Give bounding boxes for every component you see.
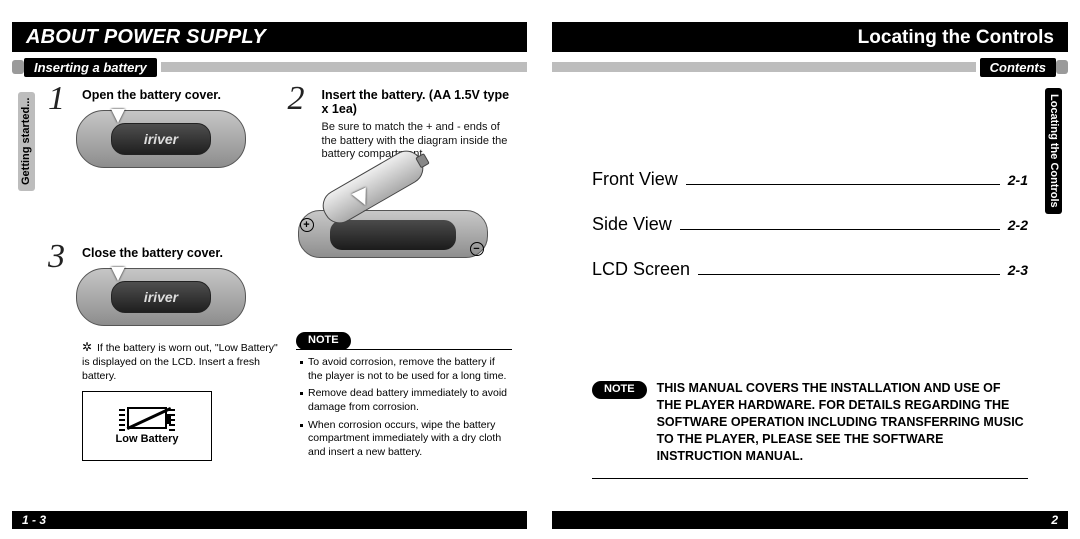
right-page-number: 2 xyxy=(1051,513,1058,527)
contents-label: LCD Screen xyxy=(592,260,690,278)
left-page: ABOUT POWER SUPPLY Inserting a battery G… xyxy=(0,0,540,539)
step-3: 3 Close the battery cover. iriver ✲ If t… xyxy=(52,246,282,461)
steps-row: 1 Open the battery cover. iriver 2 Inser… xyxy=(52,88,517,266)
contents-page: 2-3 xyxy=(1008,262,1028,278)
note-bullet: To avoid corrosion, remove the battery i… xyxy=(300,356,508,383)
note-block: NOTE To avoid corrosion, remove the batt… xyxy=(296,330,512,463)
big-note-rule xyxy=(592,478,1028,479)
subtitle-rail xyxy=(161,62,527,72)
step-1-title: Open the battery cover. xyxy=(82,88,278,102)
right-page: Locating the Controls Contents Locating … xyxy=(540,0,1080,539)
contents-row: LCD Screen 2-3 xyxy=(592,260,1028,279)
arrow-down-icon xyxy=(111,109,125,123)
note-bullet: When corrosion occurs, wipe the battery … xyxy=(300,419,508,460)
contents-rule xyxy=(680,229,1000,230)
right-side-tab-label: Locating the Controls xyxy=(1045,88,1062,214)
contents-label: Front View xyxy=(592,170,678,188)
contents-list: Front View 2-1 Side View 2-2 LCD Screen … xyxy=(592,170,1028,305)
battery-insert-illus: + − xyxy=(298,168,488,258)
step-2: 2 Insert the battery. (AA 1.5V type x 1e… xyxy=(292,88,518,266)
step-2-number: 2 xyxy=(288,82,305,116)
plus-icon: + xyxy=(300,218,314,232)
page-spread: ABOUT POWER SUPPLY Inserting a battery G… xyxy=(0,0,1080,539)
footnote: ✲ If the battery is worn out, "Low Batte… xyxy=(82,340,282,383)
device-brand: iriver xyxy=(111,123,211,155)
subtitle-cap xyxy=(1056,60,1068,74)
left-title-bar: ABOUT POWER SUPPLY xyxy=(12,22,527,52)
big-note-text: THIS MANUAL COVERS THE INSTALLATION AND … xyxy=(657,380,1028,464)
snowflake-icon: ✲ xyxy=(82,340,92,354)
minus-icon: − xyxy=(470,242,484,256)
contents-page: 2-2 xyxy=(1008,217,1028,233)
step-3-title: Close the battery cover. xyxy=(82,246,282,260)
contents-row: Side View 2-2 xyxy=(592,215,1028,234)
left-subtitle: Inserting a battery xyxy=(24,58,157,77)
right-side-tab: Locating the Controls xyxy=(1040,88,1062,288)
big-note: NOTE THIS MANUAL COVERS THE INSTALLATION… xyxy=(592,380,1028,464)
subtitle-rail xyxy=(552,62,976,72)
step-1: 1 Open the battery cover. iriver xyxy=(52,88,278,266)
step-3-number: 3 xyxy=(48,240,65,274)
right-page-footer: 2 xyxy=(552,511,1068,529)
right-title: Locating the Controls xyxy=(858,28,1054,47)
left-page-footer: 1 - 3 xyxy=(12,511,527,529)
left-side-tab-label: Getting started... xyxy=(18,92,35,191)
note-pill: NOTE xyxy=(296,332,351,350)
arrow-down-icon xyxy=(111,267,125,281)
left-side-tab: Getting started... xyxy=(18,88,40,288)
left-subtitle-bar: Inserting a battery xyxy=(12,58,527,76)
right-subtitle: Contents xyxy=(980,58,1056,77)
footnote-text: If the battery is worn out, "Low Battery… xyxy=(82,342,278,381)
low-battery-icon xyxy=(127,407,167,429)
right-title-bar: Locating the Controls xyxy=(552,22,1068,52)
contents-page: 2-1 xyxy=(1008,172,1028,188)
note-bullet: Remove dead battery immediately to avoid… xyxy=(300,387,508,414)
contents-rule xyxy=(698,274,1000,275)
subtitle-cap xyxy=(12,60,24,74)
contents-rule xyxy=(686,184,1000,185)
contents-row: Front View 2-1 xyxy=(592,170,1028,189)
note-pill: NOTE xyxy=(592,381,647,399)
device-illus-3: iriver xyxy=(76,268,246,326)
low-battery-box: Low Battery xyxy=(82,391,212,461)
right-subtitle-bar: Contents xyxy=(552,58,1068,76)
left-page-number: 1 - 3 xyxy=(22,513,46,527)
low-battery-caption: Low Battery xyxy=(116,433,179,445)
step-1-number: 1 xyxy=(48,82,65,116)
left-title: ABOUT POWER SUPPLY xyxy=(26,27,266,47)
contents-label: Side View xyxy=(592,215,672,233)
device-brand: iriver xyxy=(111,281,211,313)
device-illus-1: iriver xyxy=(76,110,246,168)
step-2-title: Insert the battery. (AA 1.5V type x 1ea) xyxy=(322,88,518,117)
note-bullets: To avoid corrosion, remove the battery i… xyxy=(296,349,512,459)
